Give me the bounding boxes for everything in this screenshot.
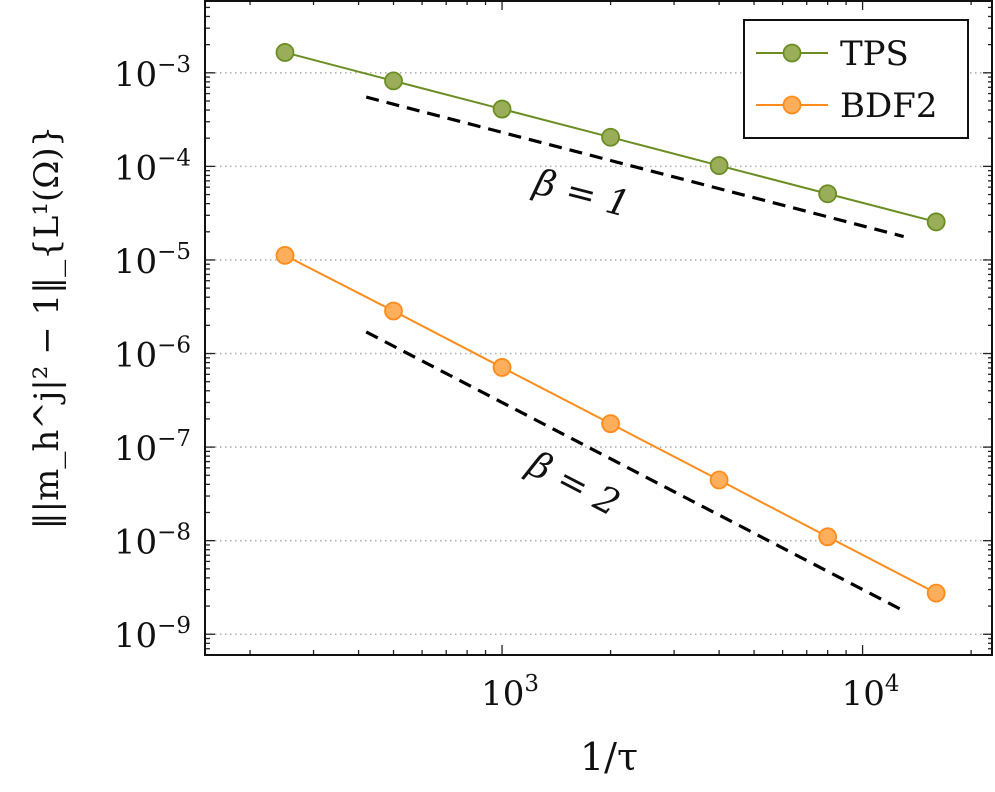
y-tick-label: 10−9 (114, 613, 191, 656)
y-tick-label: 10−7 (114, 426, 191, 469)
data-point-tps (492, 99, 512, 119)
data-point-tps (601, 127, 620, 147)
data-point-tps (384, 71, 403, 91)
grid (205, 72, 993, 636)
x-axis-label: 1/τ (580, 735, 638, 779)
data-point-tps (818, 184, 838, 204)
reference-line-beta-2 (365, 330, 905, 613)
legend-marker (782, 95, 802, 115)
legend: TPS BDF2 (743, 19, 969, 139)
data-point-bdf2 (384, 301, 403, 321)
legend-box (743, 19, 969, 139)
y-tick-label: 10−4 (114, 145, 191, 188)
data-point-tps (275, 43, 295, 62)
data-point-tps (926, 212, 946, 232)
y-axis-label: ‖|m_h^j|² − 1‖_{L¹(Ω)} (27, 126, 67, 530)
x-tick-label: 104 (842, 671, 900, 714)
y-tick-label: 10−3 (114, 52, 191, 95)
series-tps (275, 43, 946, 232)
data-point-bdf2 (492, 358, 512, 377)
x-tick-label: 103 (481, 671, 539, 714)
y-tick-label: 10−8 (114, 520, 191, 563)
data-point-bdf2 (275, 245, 295, 265)
data-point-bdf2 (926, 583, 946, 603)
reference-lines (365, 95, 905, 613)
legend-label: TPS (840, 34, 909, 74)
y-tick-label: 10−5 (114, 239, 191, 282)
series-bdf2 (275, 245, 946, 603)
y-tick-label: 10−6 (114, 333, 191, 376)
data-point-bdf2 (601, 414, 620, 434)
legend-label: BDF2 (840, 86, 937, 126)
data-point-tps (709, 156, 729, 175)
data-point-bdf2 (818, 527, 838, 547)
reference-line-beta-1 (365, 95, 905, 239)
data-point-bdf2 (709, 470, 729, 490)
plot-frame (204, 0, 993, 656)
legend-marker (782, 43, 802, 63)
